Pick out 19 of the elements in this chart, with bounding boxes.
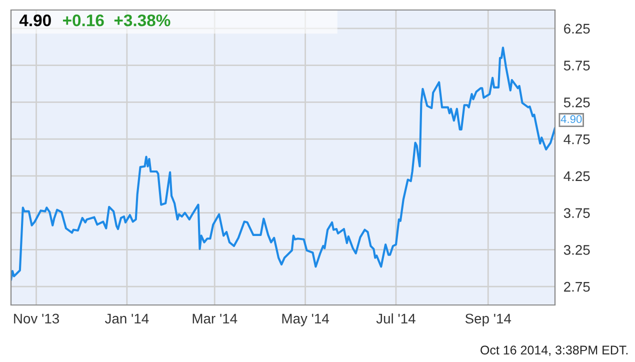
x-tick-label: Jan '14: [104, 314, 149, 324]
x-tick-label: Mar '14: [192, 314, 238, 324]
text: Oct 16 2014, 3:38PM EDT.: [480, 346, 628, 356]
chart-title: 4.90: [19, 14, 51, 26]
x-tick-label: May '14: [282, 314, 329, 326]
x-tick-label: Sep '14: [465, 314, 512, 326]
y-tick-label: 6.25: [564, 24, 590, 34]
y-tick-label: 5.25: [564, 98, 590, 108]
y-tick-label: 5.75: [564, 60, 590, 70]
x-tick-label: Nov '13: [14, 314, 59, 324]
chart-subtitle: +0.16 +3.38%: [62, 14, 170, 26]
y-tick-label: 2.75: [564, 282, 590, 292]
y-tick-label: 3.75: [564, 208, 590, 218]
y-tick-label: 3.25: [564, 245, 590, 255]
y-tick-label: 4.75: [564, 134, 590, 144]
line-series: [11, 46, 555, 281]
y-tick-label: 4.25: [564, 171, 590, 182]
annotation: 4.90: [560, 115, 582, 124]
x-tick-label: Jul '14: [376, 313, 416, 324]
